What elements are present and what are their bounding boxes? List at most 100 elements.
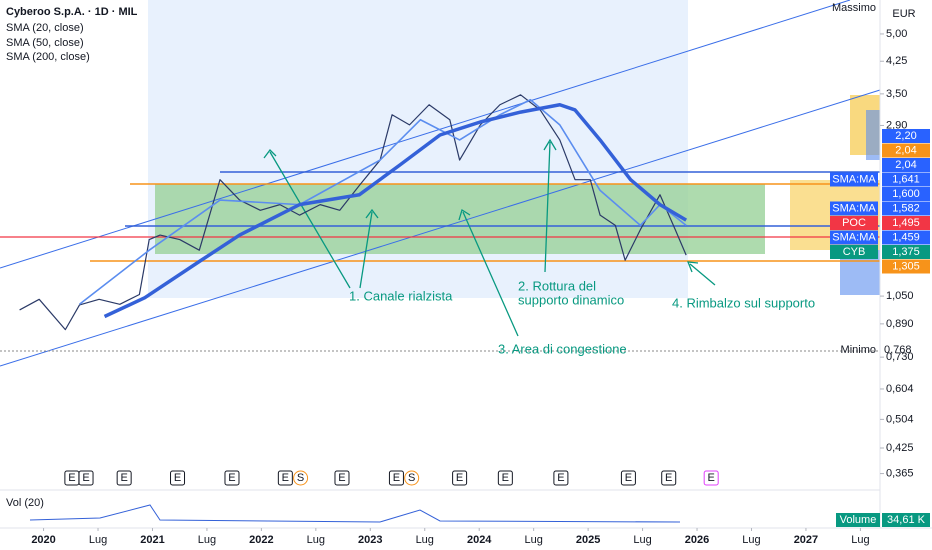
event-label: E <box>502 472 509 484</box>
price-badge-bg <box>882 172 930 187</box>
event-icon <box>452 470 468 486</box>
price-badge-bg <box>882 201 930 216</box>
event-icon <box>497 470 513 486</box>
price-badge: 2,20 <box>895 130 916 142</box>
badge-tag: SMA:MA <box>832 202 876 214</box>
annotation: supporto dinamico <box>518 292 624 307</box>
volume-value-bg <box>882 513 930 527</box>
event-label: E <box>625 472 632 484</box>
currency: EUR <box>892 8 915 20</box>
price-badge-bg <box>882 158 930 172</box>
event-label: E <box>82 472 89 484</box>
event-icon <box>388 470 404 486</box>
event-label: S <box>297 472 304 484</box>
event-label: E <box>174 472 181 484</box>
event-icon <box>553 470 569 486</box>
event-icon <box>170 470 186 486</box>
event-label: E <box>228 472 235 484</box>
legend-entry: SMA (200, close) <box>6 51 90 63</box>
event-icon <box>224 470 240 486</box>
min-value: 0,768 <box>884 344 912 356</box>
badge-tag: SMA:MA <box>832 231 876 243</box>
event-icon <box>116 470 132 486</box>
channel-upper <box>0 0 851 269</box>
volume-average <box>29 504 681 523</box>
congestion-area <box>155 184 765 254</box>
event-label: E <box>393 472 400 484</box>
x-tick-label: Lug <box>851 534 869 546</box>
volume-profile <box>790 95 880 295</box>
price-badge-bg <box>882 245 930 259</box>
event-icon <box>277 470 293 486</box>
event-icon <box>661 470 677 486</box>
price-badge: 1,495 <box>892 217 920 229</box>
chart-title: Cyberoo S.p.A. · 1D · MIL <box>6 6 138 18</box>
x-tick-label: 2021 <box>140 534 164 546</box>
x-tick-label: 2025 <box>576 534 600 546</box>
price-badge: 1,641 <box>892 173 920 185</box>
y-tick-label: 0,365 <box>886 467 914 479</box>
volume-tag-bg <box>836 513 880 527</box>
x-tick-label: Lug <box>416 534 434 546</box>
event-icon <box>293 470 309 486</box>
price-badge-bg <box>882 216 930 230</box>
event-label: E <box>708 472 715 484</box>
y-tick-label: 5,00 <box>886 28 907 40</box>
volume-tag: Volume <box>840 514 877 526</box>
badge-tag-bg <box>830 230 878 245</box>
y-tick-label: 0,890 <box>886 318 914 330</box>
event-icon <box>703 470 719 486</box>
event-icon <box>620 470 636 486</box>
x-tick-label: Lug <box>633 534 651 546</box>
price-badge-bg <box>882 187 930 201</box>
x-tick-label: Lug <box>198 534 216 546</box>
event-label: E <box>282 472 289 484</box>
badge-tag: POC <box>842 217 866 229</box>
y-tick-label: 0,604 <box>886 383 914 395</box>
price-badge-bg <box>882 259 930 274</box>
y-tick-label: 3,50 <box>886 88 907 100</box>
legend-entry: SMA (20, close) <box>6 22 84 34</box>
price-badge: 2,04 <box>895 144 916 156</box>
series-line <box>103 103 688 319</box>
event-label: E <box>68 472 75 484</box>
channel-lower <box>0 89 881 367</box>
event-label: E <box>665 472 672 484</box>
x-tick-label: 2022 <box>249 534 273 546</box>
x-tick-label: 2024 <box>467 534 492 546</box>
event-icon <box>404 470 420 486</box>
max-label: Massimo <box>832 2 876 14</box>
x-tick-label: 2020 <box>31 534 55 546</box>
series-line <box>79 98 687 305</box>
badge-tag-bg <box>830 201 878 216</box>
badge-tag-bg <box>830 245 878 259</box>
price-badge: 1,459 <box>892 231 920 243</box>
event-icon <box>78 470 94 486</box>
price-badge: 1,582 <box>892 202 920 214</box>
event-icon <box>334 470 350 486</box>
x-tick-label: Lug <box>307 534 325 546</box>
badge-tag-bg <box>830 216 878 230</box>
x-tick-label: Lug <box>524 534 542 546</box>
event-label: S <box>408 472 415 484</box>
y-tick-label: 1,050 <box>886 290 914 302</box>
min-label: Minimo <box>841 344 876 356</box>
y-tick-label: 0,730 <box>886 351 914 363</box>
price-badge: 1,600 <box>892 188 920 200</box>
annotation: 2. Rottura del <box>518 278 596 293</box>
price-badge-bg <box>882 143 930 158</box>
y-tick-label: 2,90 <box>886 119 907 131</box>
y-tick-label: 4,25 <box>886 55 907 67</box>
annotation: 4. Rimbalzo sul supporto <box>672 295 815 310</box>
annotation: 1. Canale rialzista <box>349 288 453 303</box>
event-label: E <box>557 472 564 484</box>
volume-label: Vol (20) <box>6 497 44 509</box>
annotation-arrows <box>263 138 716 337</box>
y-tick-label: 0,504 <box>886 413 914 425</box>
event-label: E <box>456 472 463 484</box>
x-tick-label: Lug <box>89 534 107 546</box>
price-badge-bg <box>882 230 930 245</box>
price-badge: 1,375 <box>892 246 920 258</box>
x-tick-label: 2023 <box>358 534 382 546</box>
